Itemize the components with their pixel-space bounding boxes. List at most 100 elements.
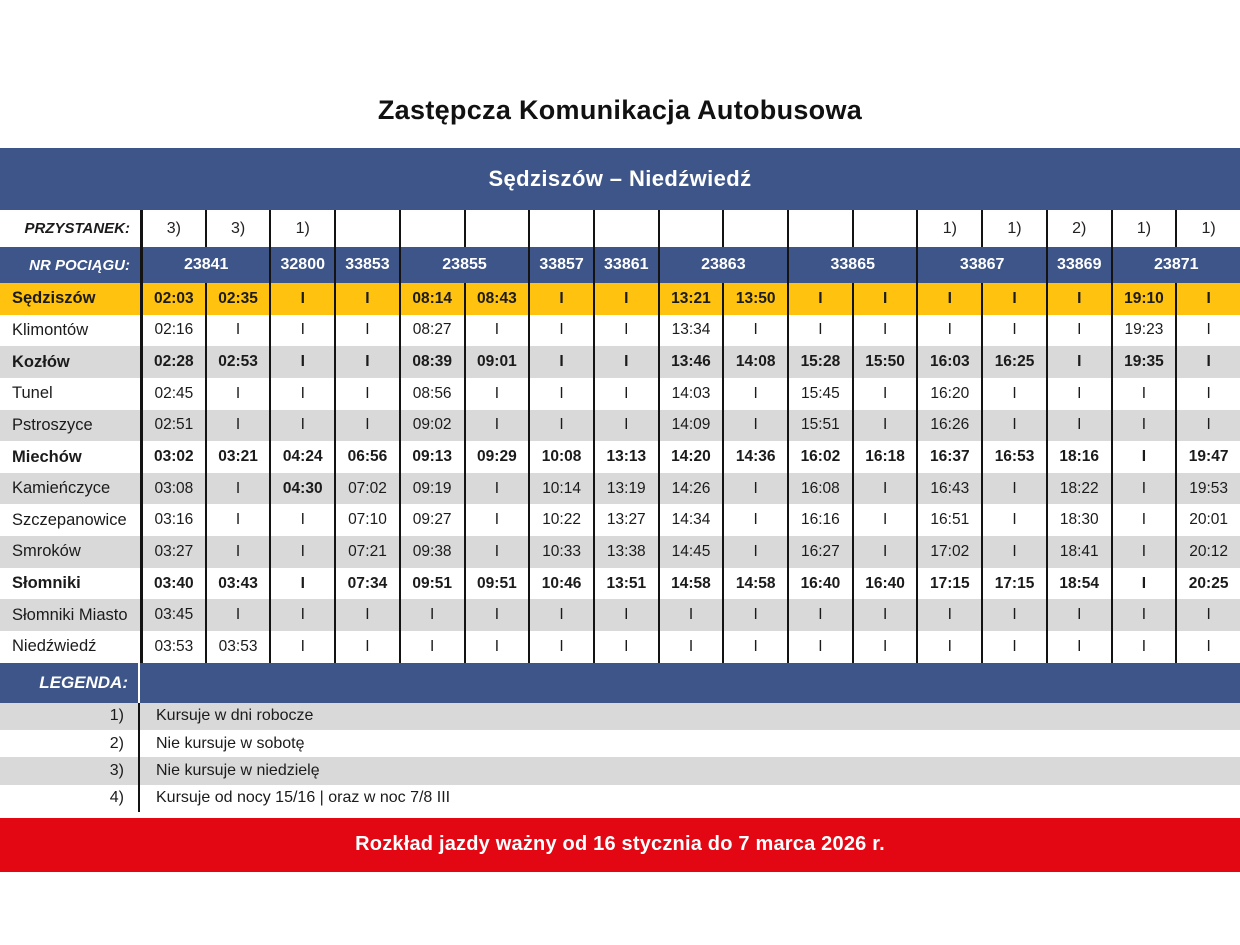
time-cell: 08:39 [398,346,464,378]
time-cell: 18:16 [1045,441,1111,473]
footnote-marker [398,210,464,247]
time-cell: 13:46 [657,346,723,378]
footnote-marker [657,210,723,247]
time-cell: 03:45 [140,599,205,632]
time-cell: I [463,536,529,568]
time-cell: I [592,346,658,378]
time-cell: 03:16 [140,504,205,537]
time-cell: 07:02 [334,472,399,505]
time-cell: 20:12 [1175,536,1240,568]
time-cell: I [528,409,593,442]
time-cell: 19:10 [1110,283,1176,315]
footnote-marker [787,210,852,247]
time-cell: I [787,599,852,632]
station-name: Niedźwiedź [12,637,97,656]
time-cell: I [1110,599,1176,632]
time-cell: 14:45 [657,536,723,568]
time-cell: 06:56 [334,441,399,473]
time-cell: I [1110,409,1176,442]
page-title: Zastępcza Komunikacja Autobusowa [377,95,863,125]
time-cell: I [398,599,464,632]
station-name: Pstroszyce [12,415,93,434]
footnote-marker: 3) [140,210,205,247]
time-cell: I [334,409,399,442]
time-cell: 16:40 [851,567,917,600]
time-cell: I [334,283,399,315]
time-cell: I [463,314,529,347]
table-row: Kozłów 02:28 02:53 I I 08:39 09:01 I I 13:46 14:08… [0,346,1240,378]
time-cell: 02:16 [140,314,205,347]
time-cell: I [592,314,658,347]
time-cell: 03:02 [140,441,205,473]
time-cell: 08:56 [398,377,464,410]
time-cell: 14:09 [657,409,723,442]
time-cell: 18:22 [1045,472,1111,505]
footnote-marker [463,210,529,247]
time-cell: I [269,599,334,632]
table-row: Smroków 03:27 I I 07:21 09:38 I 10:33 13:38 14:45… [0,536,1240,568]
title-wrap: Zastępcza Komunikacja Autobusowa [0,0,1240,148]
time-cell: I [1175,409,1240,442]
time-cell: I [722,472,787,505]
time-cell: I [722,536,787,568]
time-cell: 14:03 [657,377,723,410]
time-cell: I [1045,346,1111,378]
time-cell: I [592,631,658,663]
station-name: Słomniki Miasto [12,605,128,624]
time-cell: 19:47 [1175,441,1240,473]
time-cell: I [1110,441,1176,473]
time-cell: I [1175,631,1240,663]
time-cell: I [592,377,658,410]
time-cell: 04:24 [269,441,334,473]
time-cell: 09:27 [398,504,464,537]
time-cell: I [851,409,917,442]
table-row: Tunel 02:45 I I I 08:56 I I I 14:03 I 15:45 I 16:20 I I… [0,377,1240,410]
footnote-marker: 1) [1110,210,1176,247]
table-row: Sędziszów 02:03 02:35 I I 08:14 08:43 I I 13:21 13… [0,283,1240,315]
time-cell: I [981,314,1046,347]
time-cell: I [851,377,917,410]
time-cell: I [592,599,658,632]
time-cell: I [657,599,723,632]
time-cell: I [722,504,787,537]
time-cell: 20:01 [1175,504,1240,537]
time-cell: I [269,409,334,442]
time-cell: I [1110,567,1176,600]
time-cell: I [1045,409,1111,442]
time-cell: I [463,472,529,505]
time-cell: 15:45 [787,377,852,410]
station-name: Kamieńczyce [12,479,111,498]
time-cell: I [204,409,270,442]
time-cell: I [787,314,852,347]
time-cell: 16:16 [787,504,852,537]
time-cell: I [528,314,593,347]
time-cell: 09:19 [398,472,464,505]
legend-text: Kursuje od nocy 15/16 | oraz w noc 7/8 I… [156,789,451,807]
time-cell: I [916,631,981,663]
time-cell: 19:23 [1110,314,1176,347]
time-cell: 02:03 [140,283,205,315]
time-cell: I [1110,536,1176,568]
time-cell: 03:21 [204,441,270,473]
time-cell: 16:53 [981,441,1046,473]
time-cell: I [981,472,1046,505]
time-cell: 17:15 [916,567,981,600]
time-cell: 16:51 [916,504,981,537]
time-cell: 14:08 [722,346,787,378]
time-cell: I [722,599,787,632]
time-cell: 10:33 [528,536,593,568]
time-cell: 09:51 [398,567,464,600]
legend-text: Kursuje w dni robocze [156,707,314,725]
time-cell: 03:08 [140,472,205,505]
time-cell: I [981,377,1046,410]
time-cell: 07:21 [334,536,399,568]
legend-item: 2) Nie kursuje w sobotę [0,729,1240,758]
time-cell: I [463,409,529,442]
time-cell: 03:27 [140,536,205,568]
legend-marker: 4) [0,784,140,812]
legend-marker: 1) [0,702,140,730]
table-row: Klimontów 02:16 I I I 08:27 I I I 13:34 I I I I I I 19:2… [0,314,1240,347]
train-number-row: NR POCIĄGU: 23841 32800 33853 23855 33857 338… [0,247,1240,283]
time-cell: 13:19 [592,472,658,505]
train-row-label: NR POCIĄGU: [29,256,130,274]
